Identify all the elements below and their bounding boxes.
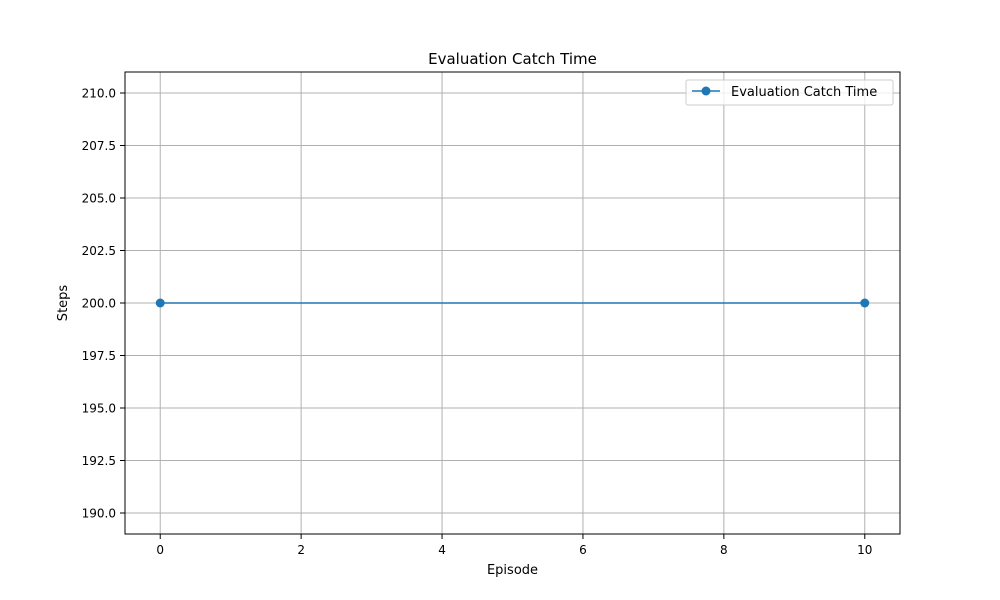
- y-tick-label: 210.0: [82, 87, 116, 101]
- x-axis-label: Episode: [487, 563, 538, 578]
- x-tick-label: 0: [156, 543, 164, 557]
- data-point-marker: [860, 298, 870, 308]
- legend-entry-label: Evaluation Catch Time: [731, 85, 877, 100]
- y-tick-label: 202.5: [82, 244, 116, 258]
- series-layer: [155, 298, 870, 308]
- x-tick-label: 4: [438, 543, 446, 557]
- legend-box: [685, 79, 894, 106]
- y-axis-label: Steps: [56, 285, 71, 322]
- y-tick-label: 190.0: [82, 507, 116, 521]
- y-tick-label: 205.0: [82, 192, 116, 206]
- legend: Evaluation Catch Time: [685, 79, 894, 106]
- axis-ticks: 0 2 4 6 8 10 190.0 192.5 195.0 197.5 200.0 202.5 205…: [82, 87, 873, 558]
- y-tick-label: 197.5: [82, 349, 116, 363]
- x-tick-label: 2: [297, 543, 305, 557]
- x-tick-label: 6: [579, 543, 587, 557]
- legend-marker-swatch: [701, 86, 711, 96]
- x-tick-label: 8: [720, 543, 728, 557]
- x-tick-label: 10: [857, 543, 872, 557]
- y-tick-label: 195.0: [82, 402, 116, 416]
- y-tick-label: 207.5: [82, 139, 116, 153]
- y-tick-label: 200.0: [82, 297, 116, 311]
- y-tick-label: 192.5: [82, 454, 116, 468]
- chart-title: Evaluation Catch Time: [428, 50, 597, 68]
- data-point-marker: [155, 298, 165, 308]
